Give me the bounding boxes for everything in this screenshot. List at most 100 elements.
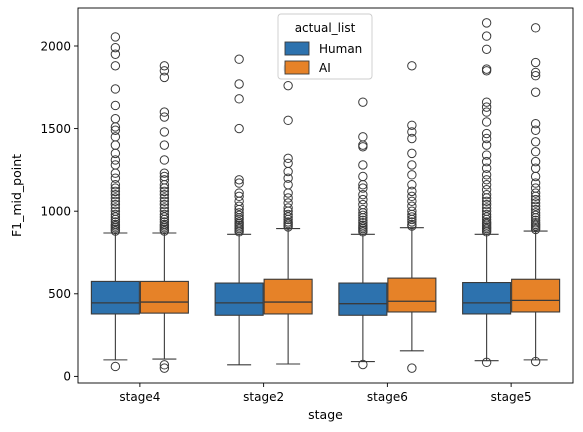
outlier-point (407, 196, 417, 206)
outlier-point (110, 168, 121, 178)
outlier-point (407, 160, 417, 170)
outlier-point (407, 201, 417, 211)
outlier-point (358, 215, 368, 225)
outlier-point (283, 212, 293, 222)
outlier-point (110, 361, 121, 372)
outlier-point (234, 210, 244, 221)
box-ai-stage4 (139, 61, 189, 373)
box-human-stage5 (462, 18, 512, 368)
outlier-point (283, 209, 293, 220)
outlier-point (530, 210, 541, 221)
outlier-point (530, 208, 541, 218)
outlier-point (159, 363, 170, 373)
outlier-point (159, 203, 170, 213)
outlier-point (358, 199, 368, 210)
outlier-point (234, 201, 244, 211)
outlier-point (110, 49, 121, 59)
outlier-point (159, 189, 170, 200)
outlier-point (234, 54, 244, 64)
outlier-point (481, 102, 492, 112)
x-tick-label: stage6 (367, 390, 408, 404)
outlier-point (481, 107, 492, 117)
outlier-point (358, 220, 368, 230)
outlier-point (530, 137, 541, 147)
legend: actual_list Human AI (277, 13, 373, 80)
outlier-point (481, 64, 492, 74)
outlier-point (481, 209, 492, 220)
outlier-point (110, 140, 121, 150)
outlier-point (407, 206, 417, 216)
outlier-point (159, 199, 170, 210)
legend-swatch-ai (284, 60, 310, 75)
outlier-point (407, 133, 417, 144)
outlier-point (159, 217, 170, 227)
outlier-point (110, 183, 121, 193)
outlier-point (159, 66, 170, 76)
y-axis-label: F1_mid_point (9, 154, 24, 237)
outlier-point (481, 117, 492, 127)
outlier-point (234, 94, 244, 104)
outlier-point (530, 67, 541, 78)
legend-label-ai: AI (319, 61, 331, 75)
outlier-point (110, 160, 121, 170)
outlier-point (283, 80, 293, 91)
outlier-point (481, 217, 492, 227)
outlier-point (159, 186, 170, 197)
outlier-point (110, 132, 121, 142)
outlier-point (358, 97, 368, 107)
outlier-point (358, 171, 368, 182)
outlier-point (358, 183, 368, 193)
outlier-point (110, 125, 121, 135)
outlier-point (481, 44, 492, 54)
outlier-point (159, 155, 170, 165)
outlier-point (481, 206, 492, 216)
outlier-point (110, 206, 121, 216)
outlier-point (159, 171, 170, 182)
box-human-stage4 (90, 32, 140, 372)
outlier-point (159, 107, 170, 117)
outlier-point (234, 191, 244, 202)
legend-label-human: Human (319, 42, 362, 56)
outlier-point (110, 148, 121, 159)
y-tick-label: 1000 (40, 204, 71, 218)
outlier-point (358, 359, 368, 370)
outlier-point (110, 42, 121, 53)
x-tick-label: stage5 (491, 390, 532, 404)
outlier-point (110, 189, 121, 200)
box-ai-stage6 (387, 61, 437, 373)
box-human-stage2 (214, 54, 264, 366)
outlier-point (481, 175, 492, 185)
outlier-point (110, 32, 121, 42)
outlier-point (159, 127, 170, 137)
outlier-point (234, 123, 244, 134)
outlier-point (407, 219, 417, 230)
outlier-point (110, 100, 121, 111)
outlier-point (407, 170, 417, 180)
outlier-point (481, 357, 492, 368)
outlier-point (407, 191, 417, 202)
outlier-point (110, 193, 121, 203)
outlier-point (481, 18, 492, 28)
outlier-point (530, 201, 541, 211)
outlier-point (358, 160, 368, 170)
outlier-point (530, 71, 541, 81)
outlier-point (530, 194, 541, 205)
outlier-point (407, 148, 417, 159)
iqr-box (214, 282, 264, 316)
outlier-point (407, 212, 417, 222)
y-tick-label: 2000 (40, 39, 71, 53)
iqr-box (90, 280, 140, 315)
outlier-point (110, 61, 121, 71)
y-axis: 0 500 1000 1500 2000 (40, 39, 78, 384)
iqr-box (139, 280, 189, 314)
outlier-point (481, 133, 492, 144)
outlier-point (407, 186, 417, 197)
y-tick-label: 1500 (40, 122, 71, 136)
iqr-box (387, 277, 437, 313)
outlier-point (159, 209, 170, 220)
x-axis-label: stage (308, 407, 343, 422)
outlier-point (159, 212, 170, 222)
outlier-point (110, 155, 121, 165)
outlier-point (530, 171, 541, 182)
outlier-point (283, 188, 293, 198)
